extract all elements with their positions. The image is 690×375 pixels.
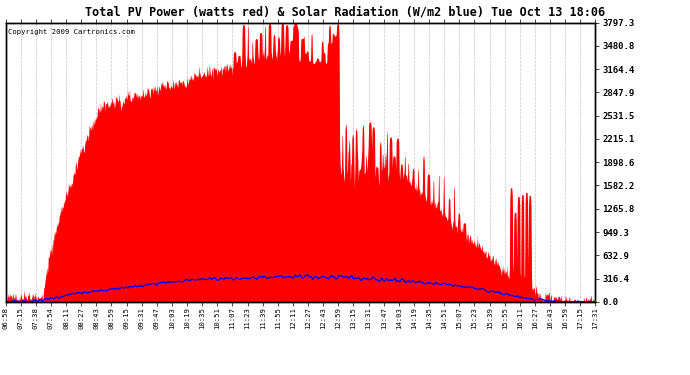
- Text: Total PV Power (watts red) & Solar Radiation (W/m2 blue) Tue Oct 13 18:06: Total PV Power (watts red) & Solar Radia…: [85, 6, 605, 19]
- Text: Copyright 2009 Cartronics.com: Copyright 2009 Cartronics.com: [8, 30, 135, 36]
